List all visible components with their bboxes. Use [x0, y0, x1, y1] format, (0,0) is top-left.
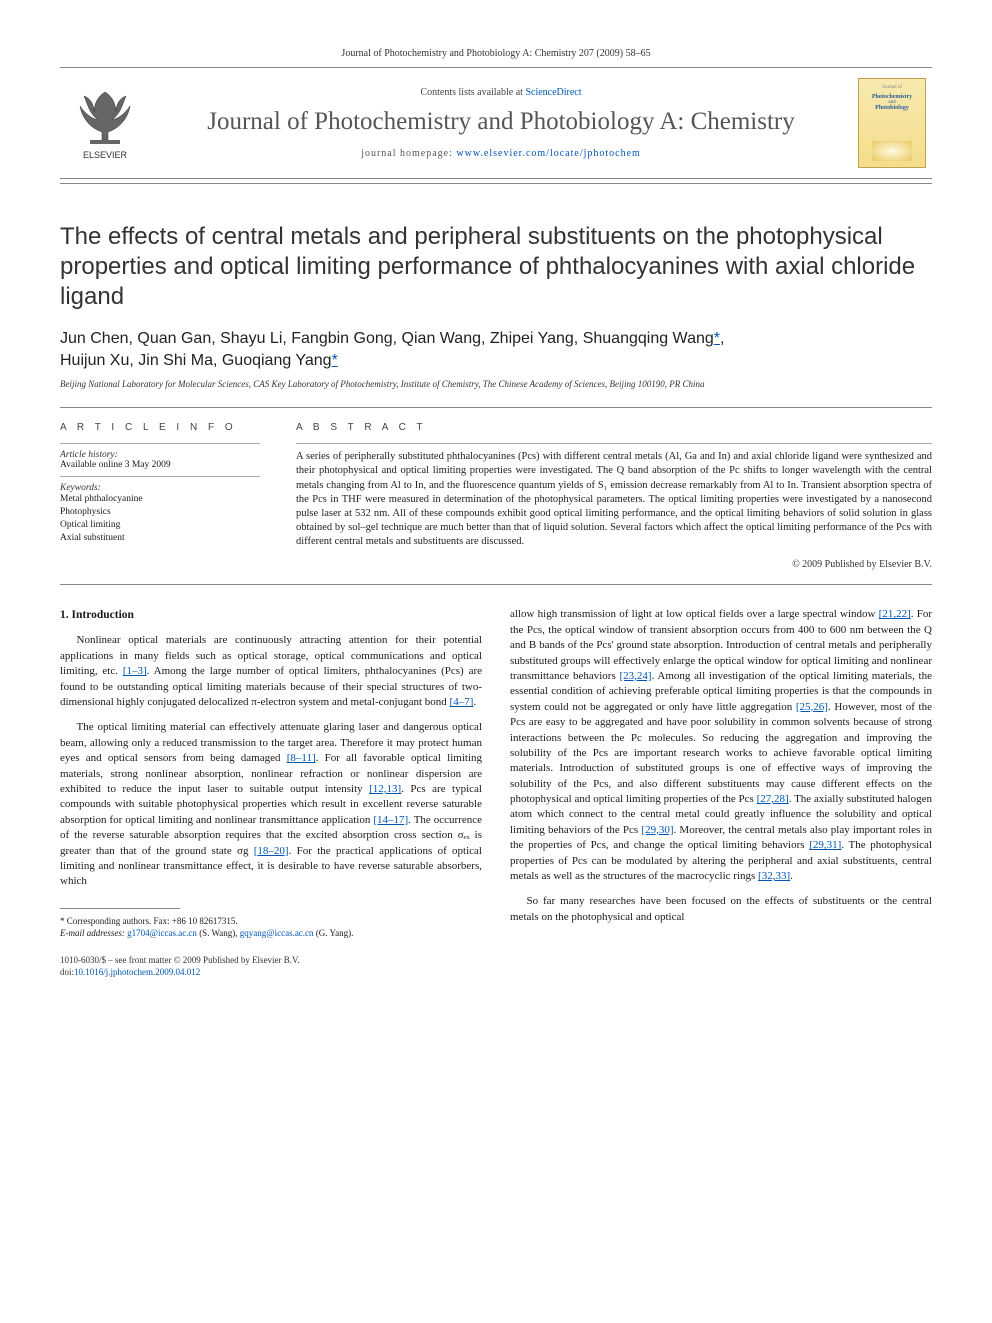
article-info-label: A R T I C L E I N F O: [60, 422, 260, 433]
info-rule-1: [60, 443, 260, 444]
masthead-bottom-rule: [60, 183, 932, 184]
publisher-logo-block: ELSEVIER: [60, 84, 150, 162]
email-name-1: (S. Wang),: [197, 928, 240, 938]
footnote-separator: [60, 908, 180, 909]
corresponding-author-footnote: * Corresponding authors. Fax: +86 10 826…: [60, 915, 482, 927]
journal-cover-block: Journal of Photochemistry and Photobiolo…: [852, 78, 932, 168]
homepage-prefix: journal homepage:: [361, 148, 456, 159]
doi-link[interactable]: 10.1016/j.jphotochem.2009.04.012: [74, 967, 200, 977]
body-text: .: [790, 870, 793, 882]
abstract-label: A B S T R A C T: [296, 422, 932, 433]
citation-link[interactable]: [14–17]: [373, 814, 408, 826]
issn-copyright-line: 1010-6030/$ – see front matter © 2009 Pu…: [60, 955, 932, 967]
info-bottom-rule: [60, 584, 932, 585]
info-rule-2: [60, 476, 260, 477]
citation-link[interactable]: [8–11]: [287, 752, 316, 764]
citation-link[interactable]: [1–3]: [123, 665, 147, 677]
masthead: ELSEVIER Contents lists available at Sci…: [60, 67, 932, 179]
article-history-label: Article history:: [60, 450, 260, 460]
email-link-2[interactable]: gqyang@iccas.ac.cn: [240, 928, 314, 938]
journal-name: Journal of Photochemistry and Photobiolo…: [162, 108, 840, 137]
body-two-column: 1. Introduction Nonlinear optical materi…: [60, 607, 932, 939]
body-text: allow high transmission of light at low …: [510, 608, 879, 620]
keyword-item: Metal phthalocyanine: [60, 493, 260, 506]
contents-available-line: Contents lists available at ScienceDirec…: [162, 87, 840, 98]
email-name-2: (G. Yang).: [314, 928, 354, 938]
abstract-column: A B S T R A C T A series of peripherally…: [296, 422, 932, 570]
body-text: . However, most of the Pcs are easy to b…: [510, 701, 932, 805]
abstract-rule: [296, 443, 932, 444]
journal-homepage-link[interactable]: www.elsevier.com/locate/jphotochem: [456, 148, 640, 159]
affiliation: Beijing National Laboratory for Molecula…: [60, 379, 932, 389]
email-link-1[interactable]: g1704@iccas.ac.cn: [127, 928, 197, 938]
keyword-item: Axial substituent: [60, 532, 260, 545]
article-history-value: Available online 3 May 2009: [60, 460, 260, 470]
citation-link[interactable]: [21,22]: [879, 608, 911, 620]
citation-link[interactable]: [27,28]: [757, 793, 789, 805]
citation-link[interactable]: [29,30]: [641, 824, 673, 836]
citation-link[interactable]: [29,31]: [809, 839, 841, 851]
author-list: Jun Chen, Quan Gan, Shayu Li, Fangbin Go…: [60, 328, 932, 371]
email-footnote: E-mail addresses: g1704@iccas.ac.cn (S. …: [60, 927, 482, 939]
sciencedirect-link[interactable]: ScienceDirect: [525, 87, 581, 98]
citation-link[interactable]: [23,24]: [619, 670, 651, 682]
body-paragraph: allow high transmission of light at low …: [510, 607, 932, 884]
info-top-rule: [60, 407, 932, 408]
running-header: Journal of Photochemistry and Photobiolo…: [60, 48, 932, 59]
authors-line-1: Jun Chen, Quan Gan, Shayu Li, Fangbin Go…: [60, 330, 714, 347]
citation-link[interactable]: [25,26]: [796, 701, 828, 713]
cover-word-2: Photobiology: [875, 105, 909, 111]
corresponding-mark-2[interactable]: *: [332, 352, 338, 369]
body-paragraph: The optical limiting material can effect…: [60, 720, 482, 889]
citation-link[interactable]: [12,13]: [369, 783, 401, 795]
abstract-text: A series of peripherally substituted pht…: [296, 450, 932, 549]
journal-homepage-line: journal homepage: www.elsevier.com/locat…: [162, 148, 840, 159]
citation-link[interactable]: [4–7]: [450, 696, 474, 708]
masthead-center: Contents lists available at ScienceDirec…: [150, 87, 852, 160]
authors-line-2: Huijun Xu, Jin Shi Ma, Guoqiang Yang: [60, 352, 332, 369]
keywords-label: Keywords:: [60, 483, 260, 493]
body-column-right: allow high transmission of light at low …: [510, 607, 932, 939]
citation-link[interactable]: [32,33]: [758, 870, 790, 882]
email-label: E-mail addresses:: [60, 928, 127, 938]
abstract-copyright: © 2009 Published by Elsevier B.V.: [296, 559, 932, 570]
keywords-list: Metal phthalocyanine Photophysics Optica…: [60, 493, 260, 544]
body-column-left: 1. Introduction Nonlinear optical materi…: [60, 607, 482, 939]
citation-link[interactable]: [18–20]: [254, 845, 289, 857]
article-title: The effects of central metals and periph…: [60, 222, 932, 312]
contents-prefix: Contents lists available at: [420, 87, 525, 98]
page-footer: 1010-6030/$ – see front matter © 2009 Pu…: [60, 955, 932, 978]
body-text: .: [473, 696, 476, 708]
article-info-column: A R T I C L E I N F O Article history: A…: [60, 422, 260, 570]
body-paragraph: So far many researches have been focused…: [510, 894, 932, 925]
elsevier-tree-logo: ELSEVIER: [70, 84, 140, 162]
svg-text:ELSEVIER: ELSEVIER: [83, 150, 128, 160]
section-heading-introduction: 1. Introduction: [60, 607, 482, 623]
keyword-item: Optical limiting: [60, 519, 260, 532]
body-paragraph: Nonlinear optical materials are continuo…: [60, 633, 482, 710]
doi-prefix: doi:: [60, 967, 74, 977]
journal-cover-thumbnail: Journal of Photochemistry and Photobiolo…: [858, 78, 926, 168]
keyword-item: Photophysics: [60, 506, 260, 519]
info-abstract-row: A R T I C L E I N F O Article history: A…: [60, 422, 932, 570]
